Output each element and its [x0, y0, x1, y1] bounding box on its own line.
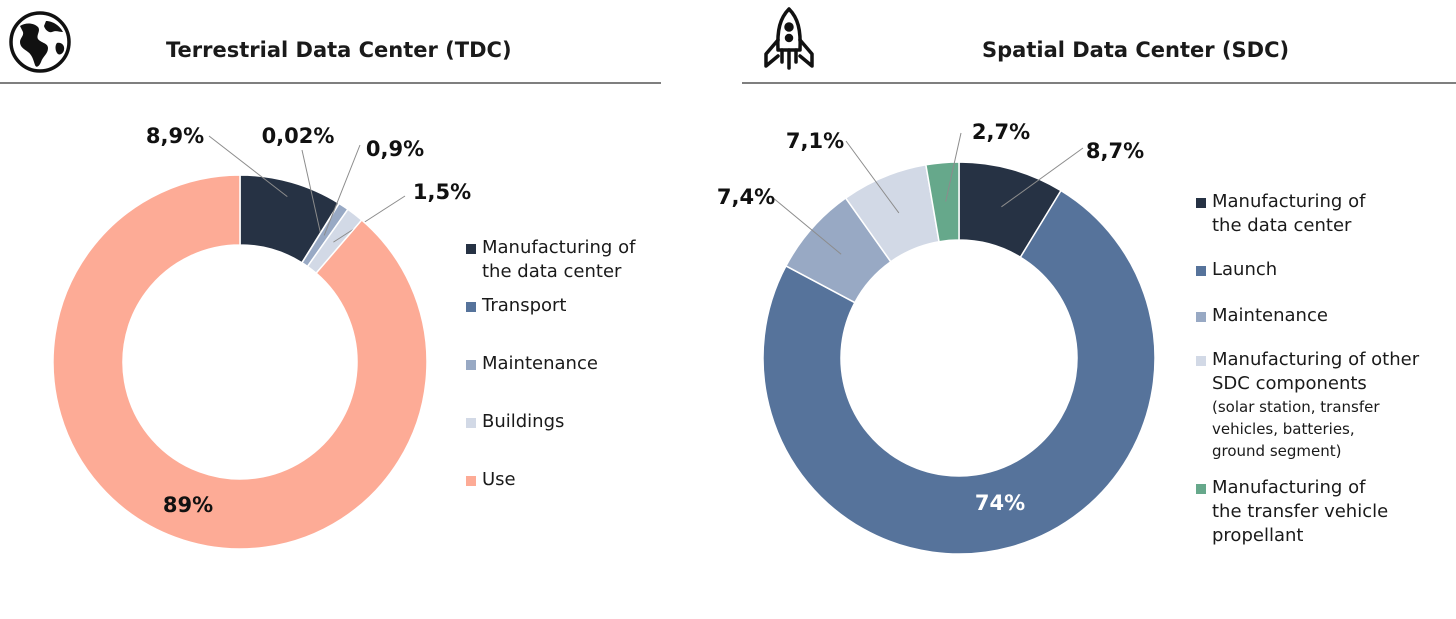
legend-item: Manufacturing of the data center — [466, 236, 635, 284]
legend-swatch — [1196, 356, 1206, 366]
legend-item: Maintenance — [466, 352, 598, 376]
legend-tdc: Manufacturing of the data center Transport… — [466, 236, 666, 496]
donut-slice-1-manufacturing-of-the-transfer-vehicle-pr — [925, 161, 960, 243]
legend-item: Manufacturing of the data center — [1196, 190, 1365, 238]
legend-label-line: the transfer vehicle — [1212, 501, 1389, 522]
title-divider-tdc — [0, 82, 661, 84]
legend-label: Use — [482, 468, 516, 492]
leader-line-0-2 — [323, 144, 361, 236]
legend-swatch — [1196, 198, 1206, 208]
legend-note-line: (solar station, transfer — [1212, 398, 1380, 416]
legend-swatch — [466, 360, 476, 370]
legend-label: Launch — [1212, 258, 1277, 282]
legend-label-line: the data center — [1212, 215, 1352, 236]
legend-item: Manufacturing of the transfer vehicle prop… — [1196, 476, 1388, 548]
legend-label: Transport — [482, 294, 566, 318]
leader-line-1-4 — [945, 132, 962, 202]
legend-swatch — [1196, 312, 1206, 322]
legend-swatch — [466, 302, 476, 312]
data-label-1-1: 74% — [975, 491, 1025, 515]
donut-slice-1-launch — [762, 189, 1156, 555]
leader-line-0-0 — [208, 135, 288, 198]
legend-swatch — [1196, 484, 1206, 494]
legend-label: Manufacturing of other SDC components (sol… — [1212, 348, 1419, 462]
data-label-1-2: 7,4% — [717, 185, 775, 209]
data-label-1-0: 8,7% — [1086, 139, 1144, 163]
data-label-1-4: 2,7% — [972, 120, 1030, 144]
legend-label-line: Maintenance — [482, 353, 598, 374]
legend-item: Transport — [466, 294, 566, 318]
legend-label-line: Manufacturing of — [1212, 477, 1366, 498]
legend-item: Manufacturing of other SDC components (sol… — [1196, 348, 1419, 462]
legend-sdc: Manufacturing of the data center Launch Mai… — [1196, 190, 1452, 550]
legend-label-line: propellant — [1212, 525, 1304, 546]
legend-swatch — [466, 476, 476, 486]
legend-label-line: Transport — [482, 295, 567, 316]
legend-label-line: Manufacturing of other — [1212, 349, 1420, 370]
globe-icon — [8, 10, 72, 74]
data-label-0-1: 0,02% — [262, 124, 335, 148]
chart-title-tdc: Terrestrial Data Center (TDC) — [166, 38, 512, 62]
legend-label-line: the data center — [482, 261, 622, 282]
legend-label-line: Maintenance — [1212, 305, 1328, 326]
data-label-0-2: 0,9% — [366, 137, 424, 161]
legend-item: Maintenance — [1196, 304, 1328, 328]
legend-label: Manufacturing of the transfer vehicle prop… — [1212, 476, 1388, 548]
legend-swatch — [1196, 266, 1206, 276]
leader-line-1-0 — [1001, 147, 1084, 208]
data-label-0-4: 89% — [163, 493, 213, 517]
leader-line-1-2 — [771, 196, 842, 255]
legend-note-line: ground segment) — [1212, 442, 1342, 460]
legend-label-line: SDC components — [1212, 373, 1367, 394]
legend-label: Buildings — [482, 410, 564, 434]
chart-title-sdc: Spatial Data Center (SDC) — [982, 38, 1290, 62]
legend-swatch — [466, 244, 476, 254]
rocket-icon — [758, 6, 820, 72]
donut-slice-0-use — [52, 174, 428, 550]
data-label-0-3: 1,5% — [413, 180, 471, 204]
legend-label: Manufacturing of the data center — [1212, 190, 1365, 238]
title-divider-sdc — [742, 82, 1456, 84]
leader-line-0-1 — [301, 149, 321, 234]
legend-note-line: vehicles, batteries, — [1212, 420, 1355, 438]
legend-label-line: Manufacturing of — [482, 237, 636, 258]
legend-label-line: Use — [482, 469, 516, 490]
leader-line-0-3 — [333, 195, 406, 243]
legend-label: Manufacturing of the data center — [482, 236, 635, 284]
legend-label: Maintenance — [482, 352, 598, 376]
leader-line-1-3 — [845, 140, 900, 214]
legend-item: Use — [466, 468, 516, 492]
data-label-1-3: 7,1% — [786, 129, 844, 153]
legend-swatch — [466, 418, 476, 428]
legend-label-line: Launch — [1212, 259, 1278, 280]
legend-item: Buildings — [466, 410, 564, 434]
legend-label-line: Manufacturing of — [1212, 191, 1366, 212]
legend-label-line: Buildings — [482, 411, 565, 432]
legend-item: Launch — [1196, 258, 1277, 282]
legend-label: Maintenance — [1212, 304, 1328, 328]
data-label-0-0: 8,9% — [146, 124, 204, 148]
